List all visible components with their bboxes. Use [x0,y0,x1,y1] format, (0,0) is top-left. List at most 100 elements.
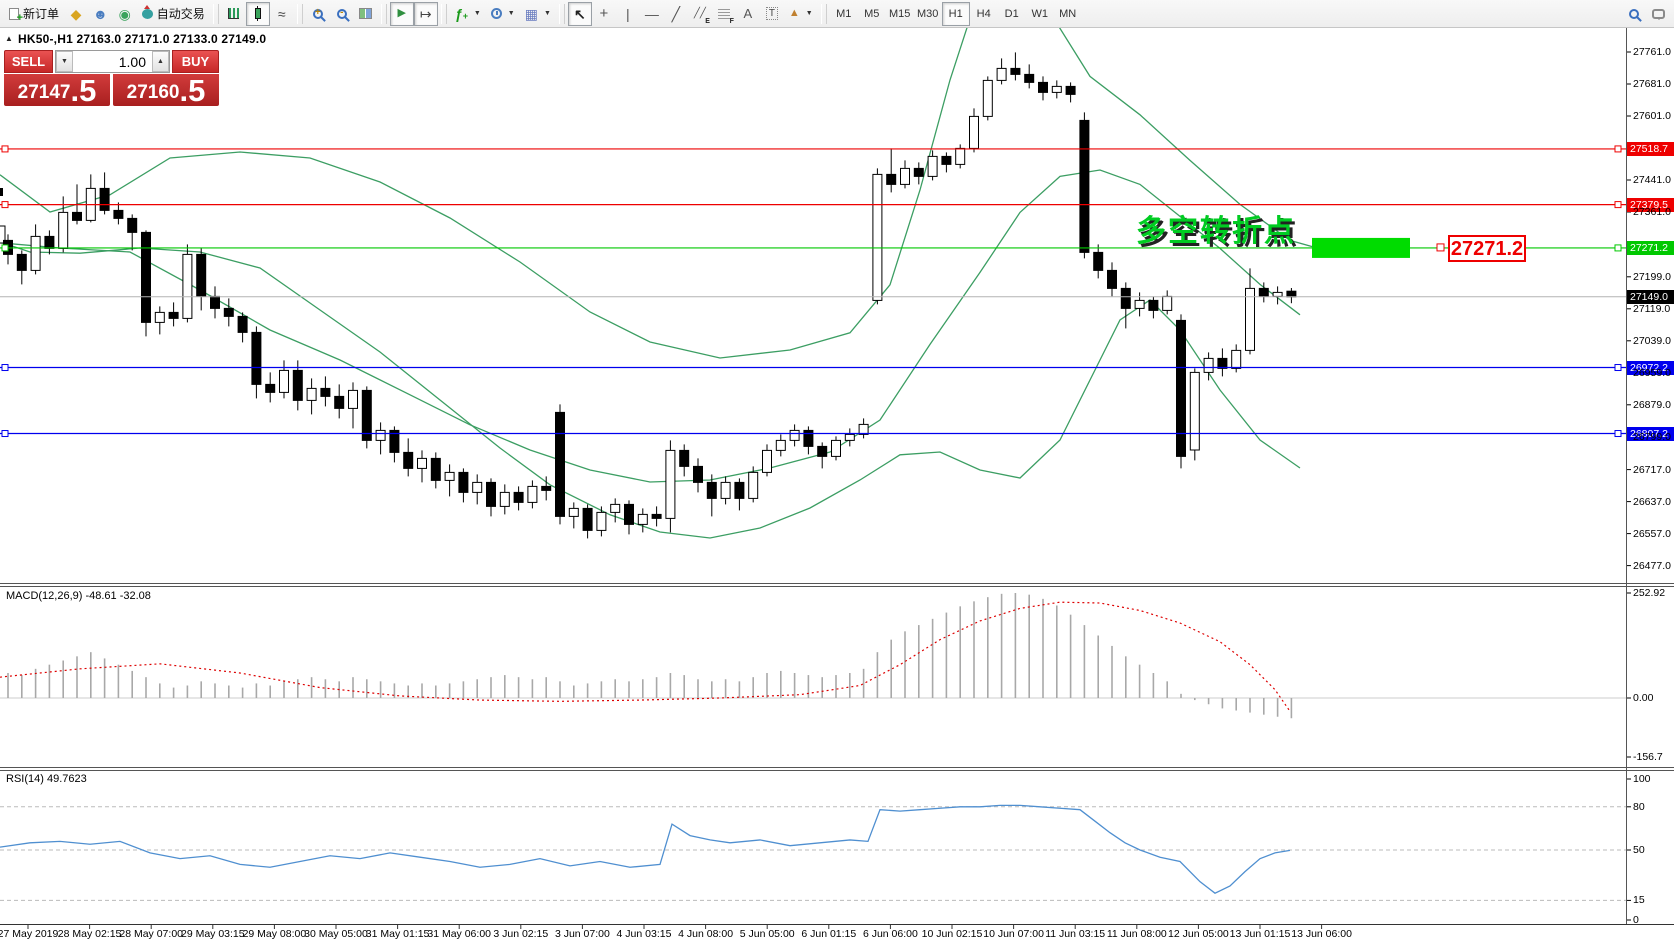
indicators-icon[interactable]: ƒ+ ▼ [450,2,486,26]
equidistant-channel-icon[interactable]: ╱╱ E [688,2,712,26]
timeframe-m1-button[interactable]: M1 [830,2,858,26]
bear-candle [127,217,138,233]
horizontal-line-icon[interactable]: — [640,2,664,26]
timeframe-m15-button[interactable]: M15 [886,2,914,26]
bear-candle [265,383,276,393]
bull-candle [955,147,966,165]
volume-decrease-button[interactable]: ▼ [56,51,73,72]
bear-candle [817,445,828,457]
timeframe-d1-button[interactable]: D1 [998,2,1026,26]
bear-candle [44,235,55,249]
bear-candle [1258,287,1269,297]
toolbar-separator [296,3,303,24]
bear-candle [582,507,593,531]
bull-candle [831,439,841,457]
bear-candle [361,389,372,441]
cursor-icon[interactable]: ↖ [567,1,592,26]
bear-candle [1286,290,1297,298]
bear-candle [403,451,414,469]
bull-candle [872,173,883,301]
bear-candle [99,187,110,211]
buy-price-display[interactable]: 27160.5 [113,74,219,106]
bull-candle [596,511,607,531]
shapes-icon[interactable]: ▲ ▼ [784,2,818,26]
bull-candle [417,457,427,469]
bull-candle [1134,299,1145,309]
bull-candle [775,439,786,451]
bear-candle [113,209,124,219]
trendline-icon[interactable]: ╱ [664,2,688,26]
new-order-button[interactable]: 新订单 [4,2,64,26]
tile-windows-icon[interactable] [354,2,378,26]
bull-candle [58,211,69,249]
bull-candle [762,449,772,473]
timeframe-m5-button[interactable]: M5 [858,2,886,26]
bear-candle [210,295,220,309]
bear-candle [1010,67,1021,75]
bear-candle [1024,73,1035,83]
vertical-line-icon[interactable]: | [616,2,640,26]
bear-candle [1038,81,1048,93]
bear-candle [651,513,662,519]
sell-price-fraction: .5 [70,73,97,108]
bull-candle [306,387,317,401]
bear-candle [251,331,262,385]
signals-icon[interactable]: ◉ [113,2,137,26]
timeframe-h1-button[interactable]: H1 [941,1,970,26]
bull-candle [927,155,938,177]
bear-candle [237,315,248,333]
sell-price-main: 27147 [17,82,71,103]
bear-candle [458,471,469,493]
chart-shift-icon[interactable]: ↦ [413,1,438,26]
zoom-out-icon[interactable]: - [330,2,354,26]
bull-candle [748,471,759,499]
zoom-in-icon[interactable]: + [306,2,330,26]
auto-scroll-icon[interactable]: ▶ [389,1,414,26]
sell-price-display[interactable]: 27147.5 [4,74,110,106]
text-icon[interactable]: A [736,2,760,26]
bull-candle [527,485,538,503]
toolbar-separator [820,3,827,24]
bear-candle [734,481,745,499]
bear-candle [803,429,814,447]
bear-candle [541,485,552,491]
candlestick-chart-icon[interactable] [245,1,270,26]
bear-candle [223,307,234,317]
bull-candle [375,429,386,441]
volume-input[interactable] [73,51,152,72]
bear-candle [141,231,151,323]
templates-icon[interactable]: ▦ ▼ [520,2,556,26]
timeframe-h4-button[interactable]: H4 [970,2,998,26]
chart-objects-icon[interactable]: ◆ [64,2,88,26]
bear-candle [168,311,179,319]
buy-button[interactable]: BUY [172,50,219,73]
bull-candle [1203,357,1214,373]
search-icon[interactable] [1622,2,1646,26]
bull-candle [444,471,455,481]
bull-candle [969,115,979,149]
text-label-icon[interactable]: T [760,2,784,26]
bar-chart-icon[interactable] [222,2,246,26]
bear-candle [334,395,345,409]
auto-trading-button[interactable]: 自动交易 [137,2,210,26]
fibonacci-icon[interactable]: F [712,2,736,26]
bear-candle [513,491,524,503]
bull-candle [1162,295,1173,311]
crosshair-icon[interactable]: + [592,2,616,26]
timeframe-m30-button[interactable]: M30 [914,2,942,26]
timeframe-mn-button[interactable]: MN [1054,2,1082,26]
bull-candle [499,491,510,507]
macd-signal-line [0,601,1291,712]
bear-candle [624,503,634,525]
toolbar-separator [212,3,219,24]
volume-increase-button[interactable]: ▲ [152,51,169,72]
periods-icon[interactable]: ▼ [486,2,520,26]
chat-icon[interactable] [1646,2,1670,26]
sell-button[interactable]: SELL [4,50,53,73]
timeframe-w1-button[interactable]: W1 [1026,2,1054,26]
buy-price-fraction: .5 [179,73,206,108]
market-watch-icon[interactable]: ☻ [88,2,113,26]
bull-candle [720,481,731,499]
line-chart-icon[interactable]: ≈ [270,2,294,26]
